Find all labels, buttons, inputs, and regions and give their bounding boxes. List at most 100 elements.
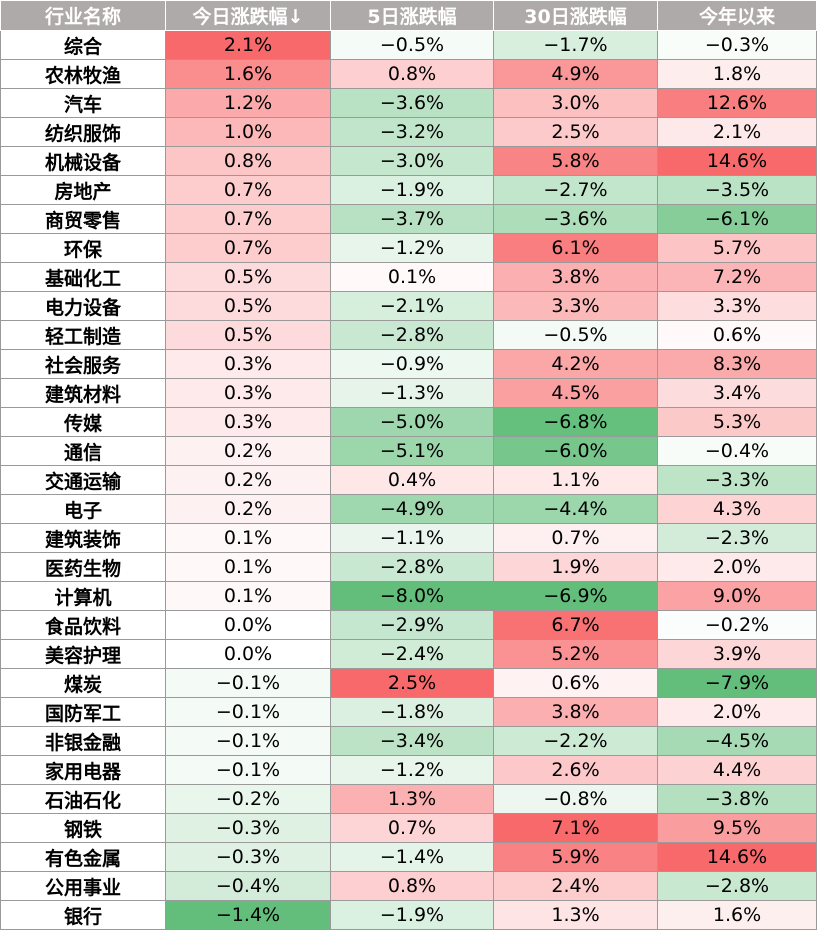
ytd-change-cell: −2.3% [657,523,817,553]
industry-name-cell: 银行 [0,900,166,930]
industry-name-cell: 商贸零售 [0,204,166,234]
today-change-cell: −0.1% [165,697,331,727]
5day-change-cell: −0.5% [330,30,494,60]
today-change-cell: −0.1% [165,668,331,698]
table-row: 电子 0.2% −4.9% −4.4% 4.3% [0,494,817,524]
industry-name-cell: 非银金融 [0,726,166,756]
header-industry-name[interactable]: 行业名称 [0,0,166,31]
today-change-cell: 0.7% [165,204,331,234]
ytd-change-cell: 4.4% [657,755,817,785]
industry-name-cell: 钢铁 [0,813,166,843]
5day-change-cell: −1.2% [330,755,494,785]
table-row: 银行 −1.4% −1.9% 1.3% 1.6% [0,900,817,930]
30day-change-cell: −0.8% [493,784,658,814]
today-change-cell: −0.4% [165,871,331,901]
5day-change-cell: 0.4% [330,465,494,495]
industry-name-cell: 建筑装饰 [0,523,166,553]
5day-change-cell: 1.3% [330,784,494,814]
industry-name-cell: 美容护理 [0,639,166,669]
30day-change-cell: 2.6% [493,755,658,785]
header-5day-change[interactable]: 5日涨跌幅 [330,0,494,31]
5day-change-cell: −5.1% [330,436,494,466]
header-today-change[interactable]: 今日涨跌幅↓ [165,0,331,31]
5day-change-cell: 2.5% [330,668,494,698]
table-row: 建筑装饰 0.1% −1.1% 0.7% −2.3% [0,523,817,553]
table-row: 计算机 0.1% −8.0% −6.9% 9.0% [0,581,817,611]
table-row: 商贸零售 0.7% −3.7% −3.6% −6.1% [0,204,817,234]
industry-name-cell: 传媒 [0,407,166,437]
table-row: 交通运输 0.2% 0.4% 1.1% −3.3% [0,465,817,495]
30day-change-cell: 5.9% [493,842,658,872]
ytd-change-cell: 2.0% [657,552,817,582]
table-row: 机械设备 0.8% −3.0% 5.8% 14.6% [0,146,817,176]
ytd-change-cell: −0.3% [657,30,817,60]
table-row: 家用电器 −0.1% −1.2% 2.6% 4.4% [0,755,817,785]
30day-change-cell: 6.7% [493,610,658,640]
table-row: 轻工制造 0.5% −2.8% −0.5% 0.6% [0,320,817,350]
5day-change-cell: −1.4% [330,842,494,872]
30day-change-cell: 0.6% [493,668,658,698]
today-change-cell: 1.0% [165,117,331,147]
industry-name-cell: 食品饮料 [0,610,166,640]
industry-name-cell: 环保 [0,233,166,263]
today-change-cell: 0.0% [165,639,331,669]
5day-change-cell: −1.2% [330,233,494,263]
today-change-cell: 0.7% [165,233,331,263]
table-row: 房地产 0.7% −1.9% −2.7% −3.5% [0,175,817,205]
5day-change-cell: −3.6% [330,88,494,118]
ytd-change-cell: 0.6% [657,320,817,350]
30day-change-cell: 3.8% [493,697,658,727]
30day-change-cell: 7.1% [493,813,658,843]
30day-change-cell: −1.7% [493,30,658,60]
today-change-cell: −0.1% [165,726,331,756]
industry-name-cell: 通信 [0,436,166,466]
table-row: 钢铁 −0.3% 0.7% 7.1% 9.5% [0,813,817,843]
today-change-cell: 0.0% [165,610,331,640]
today-change-cell: −0.2% [165,784,331,814]
ytd-change-cell: 1.6% [657,900,817,930]
5day-change-cell: −3.2% [330,117,494,147]
5day-change-cell: −0.9% [330,349,494,379]
today-change-cell: 0.2% [165,494,331,524]
industry-name-cell: 交通运输 [0,465,166,495]
30day-change-cell: 2.5% [493,117,658,147]
header-30day-change[interactable]: 30日涨跌幅 [493,0,658,31]
ytd-change-cell: 3.9% [657,639,817,669]
ytd-change-cell: 1.8% [657,59,817,89]
today-change-cell: 0.1% [165,552,331,582]
table-row: 煤炭 −0.1% 2.5% 0.6% −7.9% [0,668,817,698]
table-row: 国防军工 −0.1% −1.8% 3.8% 2.0% [0,697,817,727]
today-change-cell: 1.6% [165,59,331,89]
ytd-change-cell: 4.3% [657,494,817,524]
industry-name-cell: 农林牧渔 [0,59,166,89]
table-row: 纺织服饰 1.0% −3.2% 2.5% 2.1% [0,117,817,147]
ytd-change-cell: 9.0% [657,581,817,611]
ytd-change-cell: 8.3% [657,349,817,379]
table-row: 食品饮料 0.0% −2.9% 6.7% −0.2% [0,610,817,640]
ytd-change-cell: 12.6% [657,88,817,118]
table-row: 农林牧渔 1.6% 0.8% 4.9% 1.8% [0,59,817,89]
30day-change-cell: 5.8% [493,146,658,176]
ytd-change-cell: 3.4% [657,378,817,408]
industry-name-cell: 纺织服饰 [0,117,166,147]
industry-name-cell: 汽车 [0,88,166,118]
industry-name-cell: 公用事业 [0,871,166,901]
ytd-change-cell: 3.3% [657,291,817,321]
5day-change-cell: −5.0% [330,407,494,437]
ytd-change-cell: 9.5% [657,813,817,843]
5day-change-cell: −3.0% [330,146,494,176]
table-row: 社会服务 0.3% −0.9% 4.2% 8.3% [0,349,817,379]
today-change-cell: 0.8% [165,146,331,176]
today-change-cell: 0.2% [165,465,331,495]
today-change-cell: 0.1% [165,581,331,611]
industry-name-cell: 煤炭 [0,668,166,698]
industry-name-cell: 医药生物 [0,552,166,582]
30day-change-cell: −2.2% [493,726,658,756]
5day-change-cell: −4.9% [330,494,494,524]
industry-name-cell: 房地产 [0,175,166,205]
header-ytd-change[interactable]: 今年以来 [657,0,817,31]
table-row: 综合 2.1% −0.5% −1.7% −0.3% [0,30,817,60]
ytd-change-cell: −0.2% [657,610,817,640]
ytd-change-cell: −0.4% [657,436,817,466]
30day-change-cell: 0.7% [493,523,658,553]
